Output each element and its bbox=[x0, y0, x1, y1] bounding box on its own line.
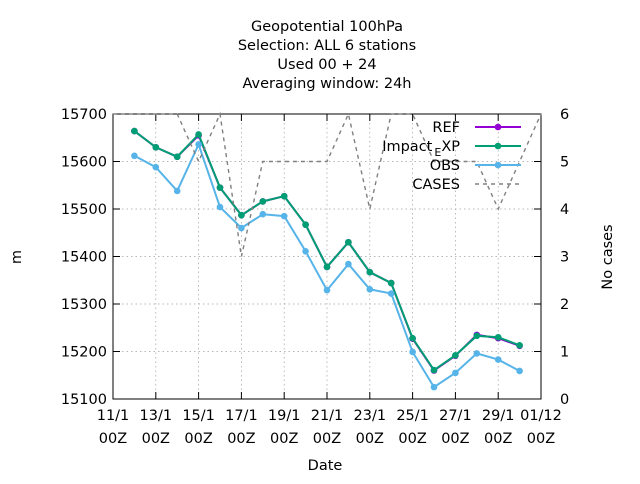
y-tick-label: 15400 bbox=[61, 250, 107, 266]
data-point bbox=[238, 211, 245, 219]
chart-title-line-1: Geopotential 100hPa bbox=[251, 19, 403, 35]
legend-marker-0 bbox=[494, 123, 502, 131]
x-tick-label: 01/12 bbox=[520, 408, 562, 424]
data-point bbox=[131, 152, 138, 160]
y-axis-label: m bbox=[9, 250, 25, 264]
chart-title-line-3: Used 00 + 24 bbox=[277, 57, 376, 73]
legend-label-1: Impact EXP bbox=[382, 139, 460, 159]
data-point bbox=[238, 224, 245, 232]
data-point bbox=[302, 221, 309, 228]
x-tick-label-hour: 00Z bbox=[99, 431, 127, 447]
data-point bbox=[409, 334, 416, 342]
data-point bbox=[280, 192, 288, 200]
x-tick-label-hour: 00Z bbox=[441, 431, 469, 447]
data-point bbox=[452, 352, 459, 359]
data-point bbox=[152, 163, 160, 171]
y-tick-label: 15700 bbox=[61, 107, 107, 123]
data-point bbox=[366, 285, 374, 293]
series-line-cases bbox=[113, 111, 542, 257]
series-line-impact-exp bbox=[133, 130, 520, 372]
data-point bbox=[131, 127, 138, 135]
y2-axis-label: No cases bbox=[600, 224, 616, 289]
data-point bbox=[366, 268, 374, 276]
x-tick-label: 11/1 bbox=[97, 408, 130, 424]
legend-marker-2 bbox=[494, 161, 502, 169]
data-point bbox=[280, 212, 288, 220]
y-tick-label: 15600 bbox=[61, 155, 107, 171]
x-axis-label: Date bbox=[308, 458, 343, 474]
y-tick-label: 15300 bbox=[61, 297, 107, 313]
data-point bbox=[152, 143, 160, 151]
y2-tick-label: 1 bbox=[560, 345, 569, 361]
data-point bbox=[516, 342, 523, 349]
x-tick-label: 23/1 bbox=[354, 408, 387, 424]
data-point bbox=[473, 332, 481, 340]
x-tick-label: 13/1 bbox=[140, 408, 173, 424]
data-point bbox=[430, 366, 438, 374]
x-tick-label-hour: 00Z bbox=[142, 431, 170, 447]
x-tick-label: 19/1 bbox=[268, 408, 301, 424]
x-tick-label-hour: 00Z bbox=[484, 431, 512, 447]
x-tick-label: 17/1 bbox=[225, 408, 258, 424]
x-tick-label-hour: 00Z bbox=[356, 431, 384, 447]
data-point bbox=[302, 247, 309, 255]
data-point bbox=[345, 260, 352, 268]
data-point bbox=[345, 238, 352, 246]
x-tick-label: 25/1 bbox=[396, 408, 429, 424]
data-point bbox=[430, 383, 438, 391]
y2-tick-label: 6 bbox=[560, 107, 569, 123]
data-point bbox=[216, 203, 224, 211]
x-tick-label: 27/1 bbox=[439, 408, 472, 424]
y2-tick-label: 3 bbox=[560, 250, 569, 266]
data-point bbox=[195, 131, 202, 138]
x-tick-label-hour: 00Z bbox=[313, 431, 341, 447]
data-point bbox=[323, 263, 331, 271]
legend-label-3: CASES bbox=[412, 177, 460, 193]
data-point bbox=[452, 369, 459, 377]
y2-tick-label: 0 bbox=[560, 392, 569, 408]
chart-title-line-4: Averaging window: 24h bbox=[242, 76, 411, 92]
x-tick-label: 15/1 bbox=[182, 408, 215, 424]
x-tick-label-hour: 00Z bbox=[398, 431, 426, 447]
y-tick-label: 15500 bbox=[61, 202, 107, 218]
x-tick-label-hour: 00Z bbox=[527, 431, 555, 447]
legend-label-2: OBS bbox=[430, 158, 460, 174]
data-point bbox=[387, 290, 395, 297]
data-point bbox=[387, 279, 395, 287]
data-point bbox=[473, 350, 481, 357]
data-point bbox=[259, 198, 267, 205]
data-point bbox=[323, 286, 331, 294]
x-tick-label-hour: 00Z bbox=[227, 431, 255, 447]
data-point bbox=[409, 348, 416, 356]
data-point bbox=[516, 367, 523, 375]
x-tick-label: 29/1 bbox=[482, 408, 515, 424]
y-tick-label: 15100 bbox=[61, 392, 107, 408]
data-point bbox=[259, 210, 267, 218]
x-tick-label-hour: 00Z bbox=[270, 431, 298, 447]
data-point bbox=[494, 333, 502, 341]
x-tick-label: 21/1 bbox=[311, 408, 344, 424]
legend-marker-1 bbox=[494, 142, 502, 150]
y2-tick-label: 5 bbox=[560, 155, 569, 171]
data-point bbox=[216, 184, 224, 191]
chart-title-line-2: Selection: ALL 6 stations bbox=[238, 38, 416, 54]
y-tick-label: 15200 bbox=[61, 345, 107, 361]
y2-tick-label: 2 bbox=[560, 297, 569, 313]
data-point bbox=[195, 141, 202, 148]
data-point bbox=[494, 356, 502, 363]
data-point bbox=[173, 153, 181, 161]
x-tick-label-hour: 00Z bbox=[184, 431, 212, 447]
legend-label-0: REF bbox=[432, 120, 460, 136]
data-point bbox=[173, 187, 181, 195]
y2-tick-label: 4 bbox=[560, 202, 569, 218]
